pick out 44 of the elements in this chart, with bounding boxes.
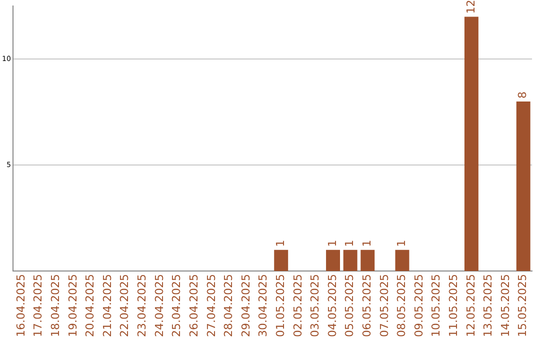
- x-tick-label: 25.04.2025: [170, 274, 184, 338]
- x-tick-label: 09.05.2025: [412, 274, 426, 338]
- data-label: 12: [464, 0, 478, 14]
- x-tick-label: 30.04.2025: [256, 274, 270, 338]
- x-tick-label: 13.05.2025: [482, 274, 495, 338]
- x-tick-label: 01.05.2025: [274, 274, 287, 338]
- bar: [464, 16, 478, 272]
- x-tick-label: 29.04.2025: [239, 274, 252, 338]
- x-tick-label: 20.04.2025: [84, 274, 97, 338]
- data-label: 1: [360, 240, 374, 247]
- x-tick-label: 08.05.2025: [395, 274, 408, 338]
- x-tick-label: 02.05.2025: [291, 274, 304, 338]
- x-tick-label: 15.05.2025: [516, 274, 530, 338]
- x-tick-label: 26.04.2025: [187, 274, 200, 338]
- x-tick-label: 03.05.2025: [308, 274, 322, 338]
- x-tick-label: 16.04.2025: [14, 274, 28, 338]
- data-label: 1: [274, 240, 287, 247]
- x-tick-label: 28.04.2025: [222, 274, 236, 338]
- x-tick-label: 11.05.2025: [446, 274, 460, 338]
- x-tick-label: 05.05.2025: [343, 274, 356, 338]
- x-tick-label: 06.05.2025: [360, 274, 374, 338]
- x-tick-label: 27.04.2025: [204, 274, 218, 338]
- x-tick-label: 24.04.2025: [152, 274, 166, 338]
- x-tick-label: 21.04.2025: [100, 274, 114, 338]
- bar: [343, 250, 358, 272]
- x-tick-label: 23.04.2025: [136, 274, 149, 338]
- bar: [516, 102, 530, 272]
- x-tick-label: 04.05.2025: [326, 274, 339, 338]
- x-tick-label: 22.04.2025: [118, 274, 132, 338]
- x-tick-label: 10.05.2025: [430, 274, 443, 338]
- bar: [274, 250, 288, 272]
- bar: [326, 250, 340, 272]
- x-tick-label: 12.05.2025: [464, 274, 478, 338]
- x-tick-label: 17.04.2025: [32, 274, 45, 338]
- x-tick-label: 14.05.2025: [498, 274, 512, 338]
- data-label: 8: [516, 92, 530, 99]
- bar: [360, 250, 375, 272]
- x-tick-label: 18.04.2025: [49, 274, 62, 338]
- data-label: 1: [326, 240, 339, 247]
- data-label: 1: [395, 240, 408, 247]
- x-tick-label: 19.04.2025: [66, 274, 80, 338]
- bar: [395, 250, 410, 272]
- x-tick-label: 07.05.2025: [378, 274, 391, 338]
- data-label: 1: [343, 240, 356, 247]
